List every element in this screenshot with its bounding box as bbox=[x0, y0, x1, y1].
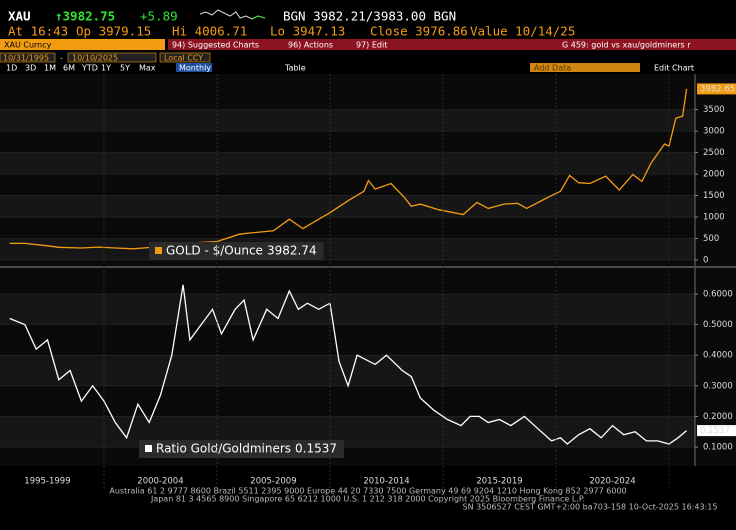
period-button[interactable]: 6M bbox=[63, 64, 75, 73]
x-tick-label: 1995-1999 bbox=[24, 477, 70, 487]
last-price: ↑3982.75 bbox=[55, 9, 115, 24]
footer-line: Japan 81 3 4565 8900 Singapore 65 6212 1… bbox=[150, 495, 585, 504]
currency-box[interactable] bbox=[159, 52, 211, 63]
frequency-box[interactable] bbox=[176, 63, 212, 72]
x-tick-label: 2005-2009 bbox=[250, 477, 296, 487]
legend-box bbox=[139, 440, 345, 458]
grid-band bbox=[0, 238, 695, 260]
security[interactable]: XAU Curncy bbox=[4, 41, 52, 50]
legend-name: GOLD - $/Ounce bbox=[166, 244, 263, 258]
high: Hi 4006.71 bbox=[172, 24, 247, 39]
edit-chart[interactable]: Edit Chart bbox=[654, 64, 694, 73]
grid-band bbox=[0, 294, 695, 325]
menu-edit[interactable]: 97) Edit bbox=[356, 41, 387, 50]
footer-line: Australia 61 2 9777 8600 Brazil 5511 239… bbox=[109, 487, 626, 496]
date-start[interactable]: 10/31/1995 bbox=[3, 54, 49, 63]
period-buttons: 1D 3D 1M 6M YTD 1Y 5Y Max bbox=[6, 64, 156, 73]
y-tick-label: 0.5000 bbox=[703, 320, 733, 330]
date-end-box[interactable] bbox=[67, 52, 157, 63]
period-button[interactable]: 1M bbox=[44, 64, 56, 73]
add-data-box[interactable] bbox=[530, 63, 640, 72]
ticker: XAU bbox=[8, 9, 31, 24]
last-value-tag bbox=[697, 83, 736, 95]
value-date: Value 10/14/25 bbox=[470, 24, 575, 39]
period-button[interactable]: 3D bbox=[25, 64, 36, 73]
menu-bar bbox=[168, 39, 736, 50]
low: Lo 3947.13 bbox=[270, 24, 345, 39]
currency[interactable]: Local CCY bbox=[164, 54, 203, 63]
legend-value: 0.1537 bbox=[295, 442, 337, 456]
charts: 0 500 1000 1500 2000 2500 3000 3500 3982.65 GOLD … bbox=[0, 74, 736, 488]
legend-value: 3982.74 bbox=[267, 244, 317, 258]
chart: 0 500 1000 1500 2000 2500 3000 3500 3982.65 GOLD … bbox=[0, 74, 736, 266]
grid-band bbox=[0, 195, 695, 218]
period-button[interactable]: 1Y bbox=[101, 64, 111, 73]
grid-band bbox=[0, 109, 695, 132]
y-tick-label: 3500 bbox=[703, 105, 725, 115]
legend-box bbox=[149, 242, 324, 260]
y-tick-label: 500 bbox=[703, 234, 719, 244]
x-tick-label: 2015-2019 bbox=[476, 477, 522, 487]
date-end[interactable]: 10/10/2025 bbox=[72, 54, 118, 63]
last-value-tag bbox=[697, 425, 736, 437]
grid-band bbox=[0, 355, 695, 386]
y-tick-label: 1500 bbox=[703, 191, 725, 201]
last-value-label: 3982.65 bbox=[700, 84, 735, 94]
series-line bbox=[9, 284, 688, 445]
x-tick-label: 2020-2024 bbox=[589, 477, 635, 487]
y-tick-label: 0 bbox=[703, 255, 708, 265]
sparkline-tail bbox=[251, 15, 266, 20]
security-box[interactable] bbox=[0, 39, 165, 50]
chart-name: G 459: gold vs xau/goldminers r bbox=[562, 41, 691, 50]
date-start-box[interactable] bbox=[0, 52, 56, 63]
y-tick-label: 3000 bbox=[703, 127, 725, 137]
menu-actions[interactable]: 96) Actions bbox=[288, 41, 333, 50]
y-tick-label: 0.6000 bbox=[703, 290, 733, 300]
open: Op 3979.15 bbox=[76, 24, 151, 39]
y-tick-label: 0.2000 bbox=[703, 412, 733, 422]
y-tick-label: 1000 bbox=[703, 213, 725, 223]
time: At 16:43 bbox=[8, 24, 68, 39]
period-button[interactable]: 1D bbox=[6, 64, 17, 73]
period-button[interactable]: Max bbox=[139, 64, 156, 73]
close: Close 3976.86 bbox=[370, 24, 468, 39]
y-tick-label: 2500 bbox=[703, 148, 725, 158]
chart: 0.1000 0.2000 0.3000 0.4000 0.5000 0.6000 1995… bbox=[0, 268, 736, 487]
frequency[interactable]: Monthly bbox=[179, 64, 211, 73]
y-tick-label: 0.3000 bbox=[703, 381, 733, 391]
menu-suggested[interactable]: 94) Suggested Charts bbox=[172, 41, 259, 50]
period-button[interactable]: YTD bbox=[81, 64, 98, 73]
add-data[interactable]: Add Data bbox=[534, 64, 571, 73]
legend-name: Ratio Gold/Goldminers bbox=[156, 442, 291, 456]
x-tick-label: 2010-2014 bbox=[363, 477, 409, 487]
change: +5.89 bbox=[140, 9, 178, 24]
period-button[interactable]: 5Y bbox=[120, 64, 130, 73]
y-tick-label: 0.1000 bbox=[703, 443, 733, 453]
legend-swatch bbox=[145, 445, 152, 452]
x-tick-label: 2000-2004 bbox=[137, 477, 183, 487]
y-tick-label: 2000 bbox=[703, 170, 725, 180]
grid-band bbox=[0, 152, 695, 175]
y-tick-label: 0.4000 bbox=[703, 351, 733, 361]
footer-line: SN 3506527 CEST GMT+2:00 ba703-158 10-Oc… bbox=[463, 503, 718, 512]
bid-ask: BGN 3982.21/3983.00 BGN bbox=[283, 9, 456, 24]
legend-swatch bbox=[155, 247, 162, 254]
grid-band bbox=[0, 416, 695, 448]
view-table[interactable]: Table bbox=[284, 64, 306, 73]
last-value-label: 0.1537 bbox=[700, 426, 730, 436]
date-sep: - bbox=[60, 54, 63, 63]
